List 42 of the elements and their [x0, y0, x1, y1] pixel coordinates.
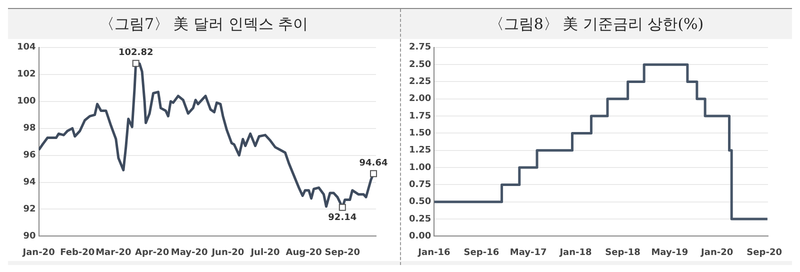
y-tick-label: 1.25 [409, 146, 432, 156]
y-tick-label: 0.75 [409, 180, 432, 190]
x-tick-label: Jul-20 [249, 248, 280, 258]
y-tick-label: 1.50 [409, 128, 432, 139]
x-tick-label: Mar-20 [95, 248, 132, 258]
y-tick-label: 0.25 [409, 214, 432, 224]
y-tick-label: 1.00 [409, 162, 432, 173]
y-tick-label: 98 [23, 124, 36, 134]
y-tick-label: 2.50 [409, 60, 432, 70]
y-tick-label: 94 [23, 178, 36, 188]
x-tick-label: Sep-18 [605, 248, 641, 258]
x-tick-label: Sep-20 [746, 248, 782, 258]
x-tick-label: Feb-20 [60, 248, 94, 258]
chart-title: 〈그림7〉 美 달러 인덱스 추이 [98, 14, 310, 34]
chart-title: 〈그림8〉 美 기준금리 상한(%) [488, 14, 705, 34]
y-tick-label: 104 [16, 42, 36, 53]
annotation: 94.64 [359, 158, 388, 168]
y-tick-label: 90 [23, 232, 36, 242]
x-tick-label: Jan-16 [417, 248, 450, 258]
y-tick-label: 100 [16, 96, 36, 107]
x-tick-label: May-19 [651, 248, 688, 258]
x-tick-label: Jun-20 [210, 248, 244, 258]
x-tick-label: Jan-18 [558, 248, 592, 258]
x-tick-label: May-20 [170, 248, 208, 258]
x-tick-label: Aug-20 [286, 248, 322, 258]
y-tick-label: 102 [16, 70, 36, 80]
y-tick-label: 0.00 [409, 232, 432, 242]
x-tick-label: Sep-16 [464, 248, 500, 258]
y-tick-label: 0.50 [409, 197, 432, 208]
x-tick-label: May-17 [510, 248, 547, 258]
y-tick-label: 92 [23, 204, 36, 215]
x-tick-label: Jan-20 [700, 248, 734, 258]
y-tick-label: 96 [23, 150, 36, 161]
annotation: 92.14 [328, 213, 356, 224]
y-tick-label: 2.00 [409, 94, 432, 104]
y-tick-label: 1.75 [409, 111, 432, 122]
x-tick-label: Jan-20 [21, 248, 55, 258]
annotation: 102.82 [118, 48, 153, 58]
y-tick-label: 2.75 [409, 42, 432, 53]
x-tick-label: Apr-20 [134, 248, 169, 258]
x-tick-label: Sep-20 [324, 248, 360, 258]
y-tick-label: 2.25 [409, 77, 432, 88]
